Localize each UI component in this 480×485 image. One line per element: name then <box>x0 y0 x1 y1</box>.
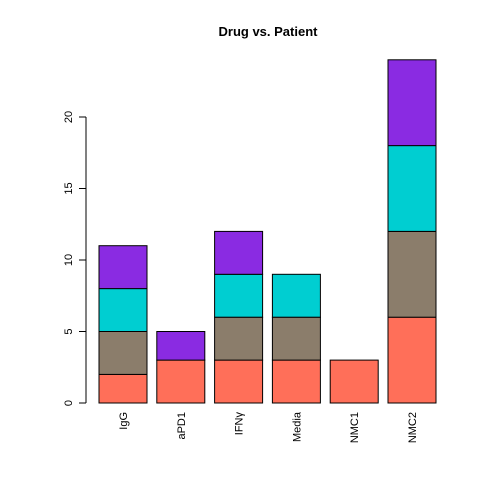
bar-segment-IgG-4 <box>98 245 148 290</box>
bar-segment-NMC2-2 <box>387 230 437 318</box>
bar-segment-IFNγ-4 <box>214 230 264 275</box>
bar-segment-IgG-2 <box>98 331 148 375</box>
bars <box>98 59 437 404</box>
bar-segment-NMC1-1 <box>329 359 379 404</box>
bar-segment-aPD1-4 <box>156 331 206 361</box>
y-tick-label-0: 0 <box>63 400 75 406</box>
x-tick-label-NMC2: NMC2 <box>407 412 419 443</box>
bar-segment-NMC2-4 <box>387 59 437 147</box>
x-axis: IgG aPD1 IFNγ Media NMC1 NMC2 <box>118 411 419 443</box>
x-tick-label-IFNγ: IFNγ <box>234 412 246 436</box>
bar-segment-Media-3 <box>271 273 321 318</box>
x-tick-label-aPD1: aPD1 <box>176 412 188 440</box>
x-tick-label-NMC1: NMC1 <box>349 412 361 443</box>
bar-segment-aPD1-1 <box>156 359 206 404</box>
bar-segment-Media-2 <box>271 316 321 361</box>
chart-title: Drug vs. Patient <box>219 24 319 39</box>
y-tick-label-15: 15 <box>63 182 75 194</box>
x-tick-label-IgG: IgG <box>118 412 130 430</box>
bar-segment-IgG-3 <box>98 288 148 333</box>
y-axis: 0 5 10 15 20 <box>63 111 87 406</box>
bar-segment-Media-1 <box>271 359 321 404</box>
y-tick-label-20: 20 <box>63 111 75 123</box>
bar-segment-IFNγ-1 <box>214 359 264 404</box>
y-tick-label-5: 5 <box>63 328 75 334</box>
bar-segment-IgG-1 <box>98 373 148 404</box>
x-tick-label-Media: Media <box>291 411 303 442</box>
bar-segment-IFNγ-3 <box>214 273 264 318</box>
bar-segment-IFNγ-2 <box>214 316 264 361</box>
bar-segment-NMC2-3 <box>387 145 437 232</box>
bar-segment-NMC2-1 <box>387 316 437 404</box>
y-tick-label-10: 10 <box>63 254 75 266</box>
